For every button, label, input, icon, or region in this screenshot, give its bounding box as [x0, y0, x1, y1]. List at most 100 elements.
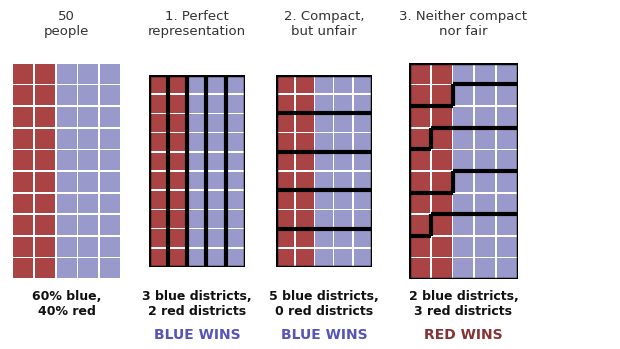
Bar [169, 210, 187, 228]
Bar [315, 248, 333, 266]
Bar [226, 172, 244, 190]
Bar [410, 193, 430, 214]
Bar [497, 193, 516, 214]
Bar [277, 76, 294, 94]
Bar [277, 210, 294, 228]
Bar [226, 210, 244, 228]
Bar [169, 76, 187, 94]
Bar [100, 85, 120, 105]
Bar [315, 210, 333, 228]
Bar [432, 172, 452, 192]
Bar [226, 95, 244, 113]
Bar [78, 107, 98, 127]
Bar [100, 64, 120, 84]
Bar [56, 107, 77, 127]
Bar [56, 237, 77, 257]
Bar [315, 133, 333, 151]
Bar [100, 215, 120, 235]
Bar [149, 248, 167, 266]
Bar [277, 114, 294, 132]
Bar [149, 133, 167, 151]
Bar [207, 153, 225, 170]
Bar [475, 172, 495, 192]
Text: 2. Compact,
but unfair: 2. Compact, but unfair [284, 10, 364, 38]
Text: 3. Neither compact
nor fair: 3. Neither compact nor fair [399, 10, 528, 38]
Bar [497, 85, 516, 105]
Bar [78, 193, 98, 214]
Bar [56, 64, 77, 84]
Bar [453, 193, 474, 214]
Bar [497, 258, 516, 279]
Bar [334, 191, 352, 209]
Bar [277, 248, 294, 266]
Bar [169, 95, 187, 113]
Bar [296, 172, 314, 190]
Bar [334, 133, 352, 151]
Bar [207, 172, 225, 190]
Bar [188, 172, 206, 190]
Bar [432, 150, 452, 170]
Bar [497, 215, 516, 235]
Bar [453, 64, 474, 84]
Bar [14, 150, 33, 170]
Text: 3 blue districts,
2 red districts: 3 blue districts, 2 red districts [142, 290, 252, 318]
Bar [475, 237, 495, 257]
Bar [226, 153, 244, 170]
Bar [149, 95, 167, 113]
Bar [296, 114, 314, 132]
Bar [453, 85, 474, 105]
Bar [453, 258, 474, 279]
Bar [78, 150, 98, 170]
Bar [56, 150, 77, 170]
Bar [35, 215, 55, 235]
Bar [78, 64, 98, 84]
Bar [277, 229, 294, 247]
Bar [296, 229, 314, 247]
Bar [334, 114, 352, 132]
Bar [334, 153, 352, 170]
Bar [353, 114, 371, 132]
Bar [432, 258, 452, 279]
Bar [207, 133, 225, 151]
Bar [497, 107, 516, 127]
Bar [277, 153, 294, 170]
Bar [100, 172, 120, 192]
Bar [475, 193, 495, 214]
Bar [35, 258, 55, 279]
Bar [56, 258, 77, 279]
Bar [188, 229, 206, 247]
Bar [226, 191, 244, 209]
Bar [78, 128, 98, 149]
Bar [315, 172, 333, 190]
Bar [475, 258, 495, 279]
Bar [35, 107, 55, 127]
Bar [35, 172, 55, 192]
Bar [410, 258, 430, 279]
Bar [453, 237, 474, 257]
Bar [207, 95, 225, 113]
Bar [149, 76, 167, 94]
Bar [432, 237, 452, 257]
Bar [432, 107, 452, 127]
Bar [207, 191, 225, 209]
Bar [56, 128, 77, 149]
Bar [353, 172, 371, 190]
Bar [226, 248, 244, 266]
Bar [334, 248, 352, 266]
Bar [497, 128, 516, 149]
Bar [277, 172, 294, 190]
Bar [453, 172, 474, 192]
Bar [188, 76, 206, 94]
Text: 60% blue,
40% red: 60% blue, 40% red [32, 290, 101, 318]
Bar [149, 153, 167, 170]
Bar [410, 150, 430, 170]
Bar [188, 114, 206, 132]
Text: 50
people: 50 people [44, 10, 89, 38]
Bar [475, 215, 495, 235]
Bar [100, 193, 120, 214]
Bar [497, 237, 516, 257]
Bar [14, 237, 33, 257]
Bar [353, 95, 371, 113]
Bar [14, 215, 33, 235]
Bar [14, 172, 33, 192]
